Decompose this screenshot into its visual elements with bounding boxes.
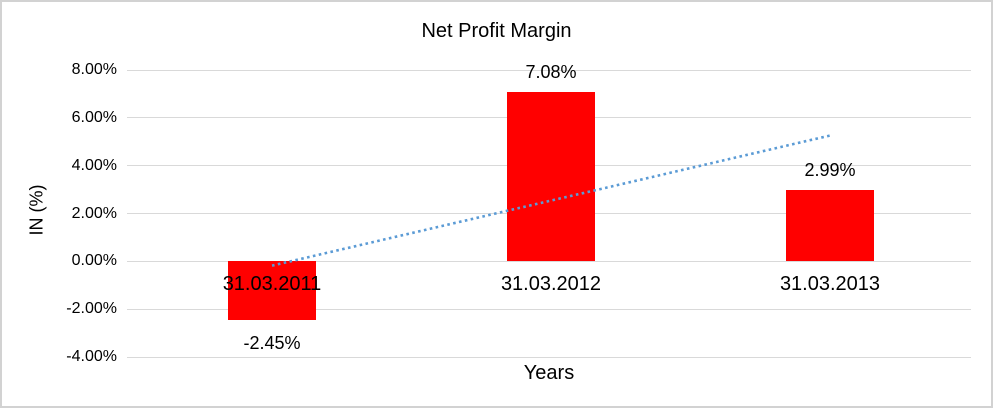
x-category-label: 31.03.2012 xyxy=(500,273,602,295)
gridline xyxy=(127,356,971,358)
x-axis-title: Years xyxy=(523,362,575,384)
data-label: 7.08% xyxy=(525,62,577,82)
data-label: 2.99% xyxy=(804,159,856,180)
bar xyxy=(507,92,595,262)
y-tick-label: -2.00% xyxy=(66,300,117,318)
x-category-label: 31.03.2011 xyxy=(222,273,322,295)
y-tick-label: 0.00% xyxy=(71,252,117,270)
y-tick-label: 4.00% xyxy=(71,156,117,174)
gridline xyxy=(127,69,971,71)
x-category-label: 31.03.2013 xyxy=(779,273,881,295)
bar xyxy=(228,261,316,320)
y-tick-label: 6.00% xyxy=(71,108,117,126)
y-tick-label: 8.00% xyxy=(71,61,117,78)
y-tick-label: -4.00% xyxy=(66,348,117,365)
bar xyxy=(786,189,874,262)
chart-title: Net Profit Margin xyxy=(421,20,572,42)
y-tick-label: 2.00% xyxy=(71,204,117,222)
gridline xyxy=(127,308,971,310)
data-label: -2.45% xyxy=(243,332,301,353)
